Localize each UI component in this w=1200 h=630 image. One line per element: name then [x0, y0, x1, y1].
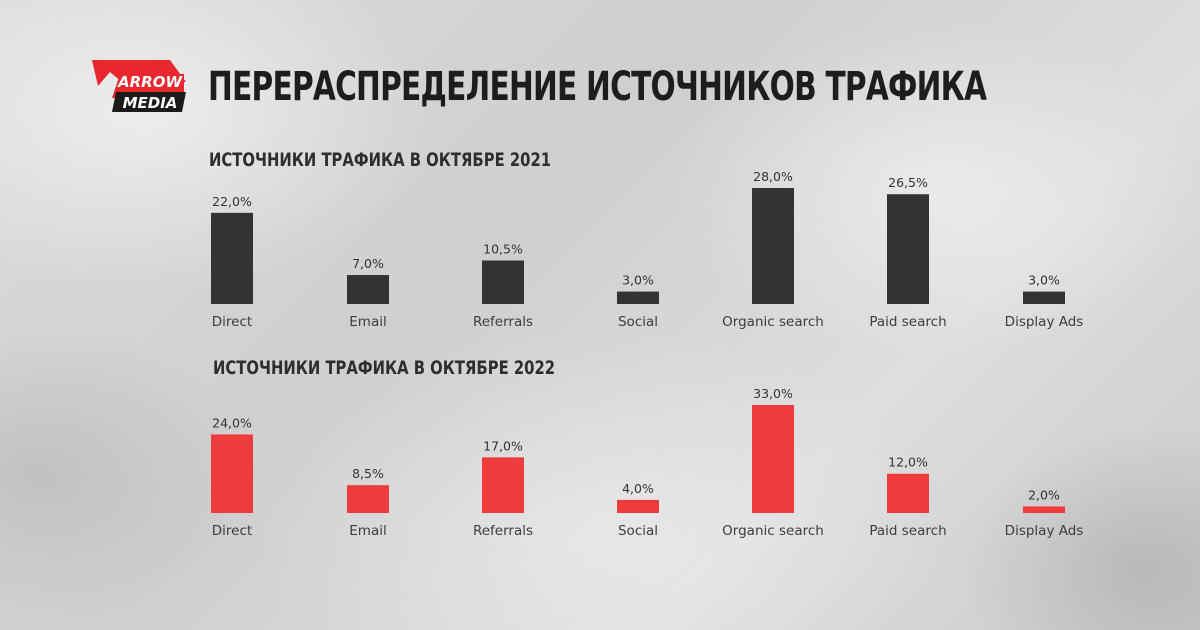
bar-display-ads — [1023, 291, 1065, 304]
category-label-direct: Direct — [212, 314, 252, 330]
category-label-direct: Direct — [212, 523, 252, 539]
category-label-paid-search: Paid search — [869, 523, 946, 539]
bar-social — [617, 291, 659, 304]
chart-title-2021: ИСТОЧНИКИ ТРАФИКА В ОКТЯБРЕ 2021 — [209, 149, 552, 171]
bar-direct — [211, 212, 253, 304]
category-label-display-ads: Display Ads — [1005, 314, 1084, 330]
value-label-email: 8,5% — [352, 466, 384, 481]
bar-chart-2021: 22,0% Direct 7,0% Email 10,5% Referrals 3,0% So… — [211, 169, 1084, 330]
page-title: ПЕРЕРАСПРЕДЕЛЕНИЕ ИСТОЧНИКОВ ТРАФИКА — [208, 64, 987, 110]
value-label-organic-search: 33,0% — [753, 386, 793, 401]
value-label-paid-search: 26,5% — [888, 175, 928, 190]
bar-chart-2022: 24,0% Direct 8,5% Email 17,0% Referrals 4,0% So… — [211, 386, 1084, 539]
category-label-referrals: Referrals — [473, 523, 533, 539]
value-label-social: 4,0% — [622, 481, 654, 496]
category-label-display-ads: Display Ads — [1005, 523, 1084, 539]
category-label-organic-search: Organic search — [722, 314, 824, 330]
value-label-display-ads: 3,0% — [1028, 273, 1060, 288]
value-label-email: 7,0% — [352, 256, 384, 271]
bar-display-ads — [1023, 506, 1065, 513]
category-label-social: Social — [618, 314, 658, 330]
logo-text-media: MEDIA — [123, 94, 178, 112]
value-label-paid-search: 12,0% — [888, 455, 928, 470]
bar-referrals — [482, 457, 524, 513]
category-label-paid-search: Paid search — [869, 314, 946, 330]
value-label-direct: 24,0% — [212, 415, 252, 430]
value-label-referrals: 10,5% — [483, 242, 523, 257]
value-label-display-ads: 2,0% — [1028, 487, 1060, 502]
bar-organic-search — [752, 188, 794, 304]
bar-organic-search — [752, 405, 794, 513]
category-label-email: Email — [349, 523, 386, 539]
bar-direct — [211, 434, 253, 513]
value-label-direct: 22,0% — [212, 194, 252, 209]
category-label-email: Email — [349, 314, 386, 330]
category-label-referrals: Referrals — [473, 314, 533, 330]
bar-referrals — [482, 260, 524, 304]
arrow-media-logo: ARROW MEDIA — [92, 60, 186, 112]
logo-text-arrow: ARROW — [117, 73, 183, 91]
value-label-organic-search: 28,0% — [753, 169, 793, 184]
bar-paid-search — [887, 473, 929, 513]
bar-email — [347, 275, 389, 304]
chart-title-2022: ИСТОЧНИКИ ТРАФИКА В ОКТЯБРЕ 2022 — [213, 357, 556, 379]
value-label-social: 3,0% — [622, 273, 654, 288]
category-label-social: Social — [618, 523, 658, 539]
category-label-organic-search: Organic search — [722, 523, 824, 539]
bar-email — [347, 485, 389, 513]
bar-social — [617, 499, 659, 513]
logo-plate-dark — [112, 92, 186, 112]
bar-paid-search — [887, 194, 929, 304]
value-label-referrals: 17,0% — [483, 438, 523, 453]
